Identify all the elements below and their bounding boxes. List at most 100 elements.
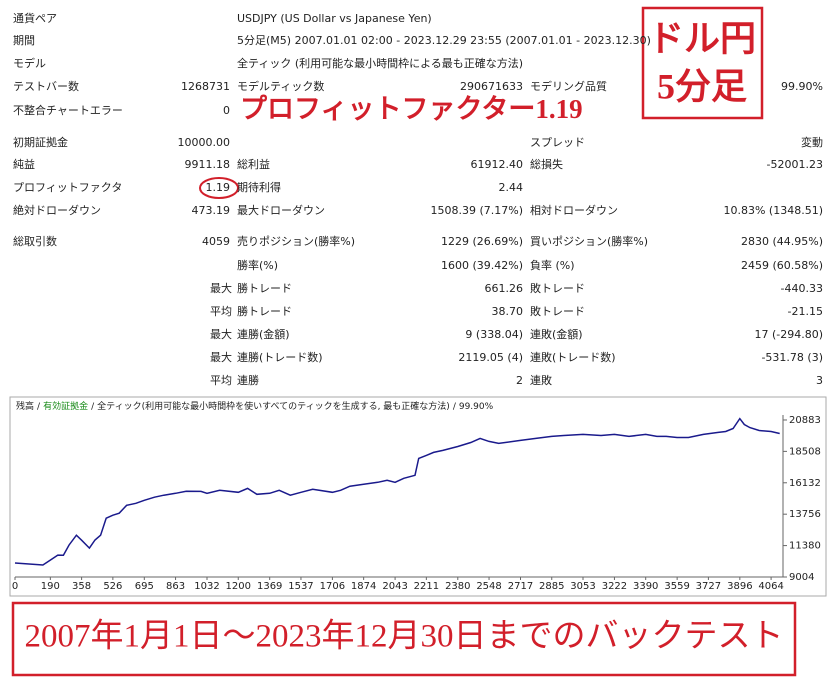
row-label: 不整合チャートエラー [13,103,123,117]
row-label: 総取引数 [13,234,57,248]
x-tick-label: 1874 [351,581,376,592]
y-tick-label: 11380 [789,541,821,552]
row-label: 買いポジション(勝率%) [530,234,648,248]
row-label: 敗トレード [530,281,585,295]
row-label: 勝トレード [237,281,292,295]
row-label: 負率 (%) [530,258,575,272]
row-value: 2 [516,374,523,387]
row-label: 期間 [13,34,35,47]
header-part: / [453,402,457,412]
y-tick-label: 13756 [789,509,821,520]
header-part: 99.90% [459,402,494,412]
row-prefix: 最大 [210,327,232,341]
x-tick-label: 190 [41,581,60,592]
row-value: 1508.39 (7.17%) [430,204,523,217]
row-value: 1268731 [181,80,230,93]
row-prefix: 最大 [210,350,232,364]
x-tick-label: 3727 [696,581,721,592]
x-tick-label: 1537 [288,581,313,592]
header-part: / [91,402,95,412]
row-label: 勝トレード [237,304,292,318]
row-value: -531.78 (3) [761,351,823,364]
x-tick-label: 2885 [539,581,564,592]
bottom-note: 2007年1月1日～2023年12月30日までのバックテスト [25,618,784,655]
row-label: スプレッド [530,136,585,149]
x-tick-label: 695 [135,581,154,592]
row-label: 相対ドローダウン [530,203,618,217]
x-tick-label: 3222 [602,581,627,592]
y-tick-label: 9004 [789,572,814,583]
balance-line [14,417,780,566]
row-value: 61912.40 [471,158,524,171]
x-tick-label: 2717 [508,581,533,592]
row-value: 全ティック (利用可能な最小時間枠による最も正確な方法) [237,56,523,70]
note-line: 5分足 [657,66,747,106]
row-label: 連敗(トレード数) [530,350,616,364]
row-label: プロフィットファクタ [13,181,122,194]
row-label: 連勝(金額) [237,327,290,341]
row-label: 敗トレード [530,304,585,318]
row-label: 初期証拠金 [13,135,68,149]
x-tick-label: 1369 [257,581,282,592]
x-tick-label: 3053 [570,581,595,592]
x-tick-label: 2211 [414,581,439,592]
row-label: 連勝(トレード数) [237,350,323,364]
row-value: 1229 (26.69%) [441,235,523,248]
row-label: 通貨ペア [13,11,57,25]
row-label: 総利益 [237,157,270,171]
row-value: 2119.05 (4) [458,351,523,364]
row-value: 10000.00 [178,136,231,149]
row-label: 勝率(%) [237,258,278,272]
row-value: 10.83% (1348.51) [723,204,823,217]
x-tick-label: 2548 [476,581,501,592]
note-line: ドル円 [648,18,756,58]
row-label: 連勝 [237,373,259,387]
header-part: 残高 [16,400,34,412]
row-value: 3 [816,374,823,387]
y-tick-label: 18508 [789,446,821,457]
x-tick-label: 863 [166,581,185,592]
row-value: 9 (338.04) [465,328,523,341]
note-box [11,601,797,677]
row-label: 総損失 [530,157,563,171]
chart-header: 残高 / 有効証拠金 / 全ティック(利用可能な最小時間枠を使いすべてのティックを生成す… [16,400,494,412]
row-value: 99.90% [781,80,823,93]
y-tick-label: 20883 [789,415,821,426]
profit-note: プロフィットファクター1.19 [240,94,583,124]
row-value: 2.44 [499,181,524,194]
x-tick-label: 3559 [664,581,689,592]
row-value: -52001.23 [767,158,823,171]
row-label: モデルティック数 [237,79,324,93]
header-part: 有効証拠金 [43,400,88,412]
x-tick-label: 2043 [382,581,407,592]
highlight [199,177,239,199]
row-value: 4059 [202,235,230,248]
row-value: -21.15 [788,305,823,318]
row-label: モデリング品質 [530,79,607,93]
x-tick-label: 358 [72,581,91,592]
row-value: 9911.18 [185,158,231,171]
row-value: USDJPY (US Dollar vs Japanese Yen) [237,12,432,25]
y-tick-label: 16132 [789,478,821,489]
x-tick-label: 1706 [320,581,345,592]
header-part: / [37,402,41,412]
row-value: 473.19 [192,204,231,217]
row-value: 2830 (44.95%) [741,235,823,248]
x-tick-label: 2380 [445,581,470,592]
row-label: 売りポジション(勝率%) [237,234,355,248]
row-value: 290671633 [460,80,523,93]
x-tick-label: 1032 [194,581,219,592]
row-value: 17 (-294.80) [754,328,823,341]
chart-frame [9,396,827,597]
x-tick-label: 3390 [633,581,658,592]
row-value: 0 [223,104,230,117]
note-box [641,6,764,120]
row-value: 38.70 [492,305,524,318]
x-tick-label: 4064 [758,581,783,592]
row-value: 5分足(M5) 2007.01.01 02:00 - 2023.12.29 23… [237,34,651,47]
row-label: 最大ドローダウン [237,203,325,217]
header-part: 全ティック(利用可能な最小時間枠を使いすべてのティックを生成する, 最も正確な方… [97,400,450,412]
x-tick-label: 0 [12,581,18,592]
row-label: テストバー数 [13,80,79,93]
